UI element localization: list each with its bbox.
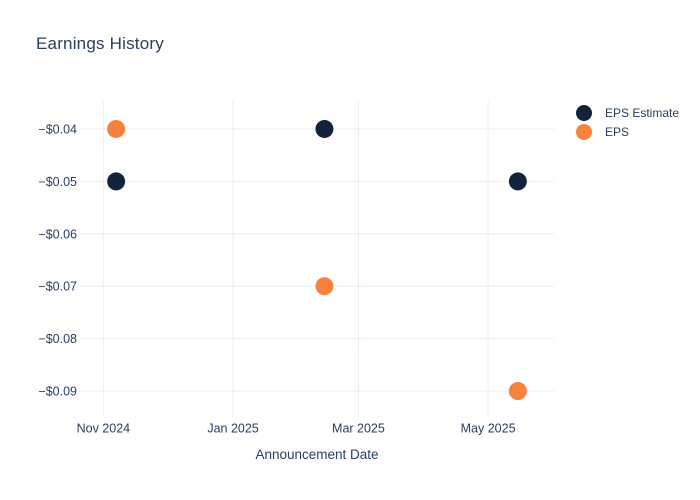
legend: EPS Estimate EPS — [576, 105, 679, 140]
legend-label-eps-estimate: EPS Estimate — [605, 106, 680, 120]
eps-estimate-marker-icon — [576, 105, 592, 121]
legend-item-eps-estimate[interactable]: EPS Estimate — [576, 105, 679, 121]
data-point-eps-estimate[interactable] — [315, 119, 334, 138]
x-tick-label: Jan 2025 — [207, 422, 258, 436]
legend-label-eps: EPS — [605, 125, 630, 139]
x-axis-title: Announcement Date — [255, 447, 379, 462]
x-tick-label: May 2025 — [461, 422, 516, 436]
y-tick-label: −$0.05 — [38, 175, 77, 189]
y-tick-label: −$0.04 — [38, 122, 77, 136]
x-tick-label: Mar 2025 — [332, 422, 385, 436]
y-tick-label: −$0.06 — [38, 227, 77, 241]
y-tick-label: −$0.09 — [38, 385, 77, 399]
legend-item-eps[interactable]: EPS — [576, 124, 679, 140]
eps-marker-icon — [576, 124, 592, 140]
data-point-eps-estimate[interactable] — [508, 172, 527, 191]
data-point-eps[interactable] — [107, 119, 126, 138]
x-tick-label: Nov 2024 — [77, 422, 131, 436]
data-point-eps[interactable] — [315, 277, 334, 296]
data-point-eps[interactable] — [508, 382, 527, 401]
data-point-eps-estimate[interactable] — [107, 172, 126, 191]
y-tick-label: −$0.07 — [38, 280, 77, 294]
chart-title: Earnings History — [36, 34, 164, 53]
y-tick-label: −$0.08 — [38, 332, 77, 346]
